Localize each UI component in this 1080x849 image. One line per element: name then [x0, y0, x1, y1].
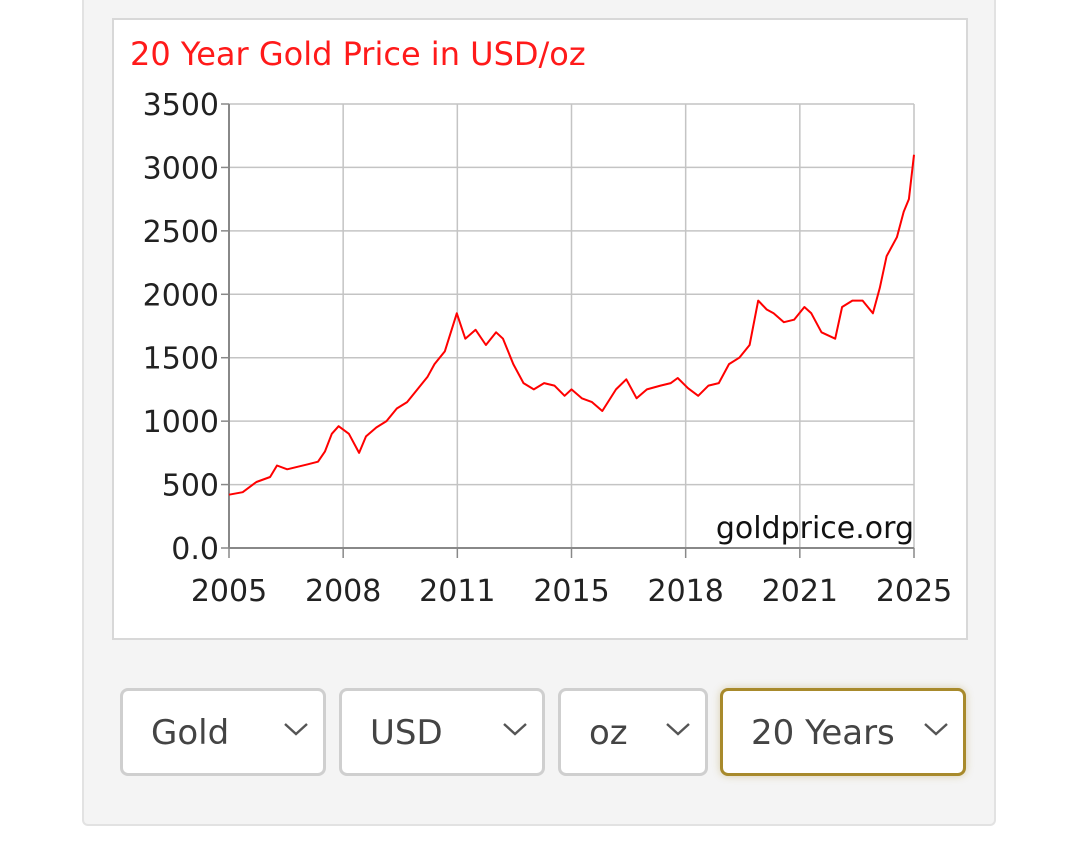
- y-tick-label: 2000: [143, 278, 219, 313]
- currency-select-value: USD: [370, 713, 443, 753]
- x-tick-label: 2025: [876, 574, 952, 609]
- y-tick-label: 3000: [143, 151, 219, 186]
- y-tick-label: 0.0: [171, 532, 219, 567]
- currency-select[interactable]: USD: [339, 688, 545, 776]
- grid: [228, 103, 915, 549]
- chevron-down-icon: [666, 723, 690, 736]
- series-layer: [228, 154, 915, 496]
- x-tick-label: 2015: [533, 574, 609, 609]
- watermark-goldprice: goldprice.org: [716, 511, 914, 546]
- unit-select-value: oz: [589, 713, 628, 753]
- axes: 0.0 500 1000 1500 2000 2500 3000 3500 2005 2008 20…: [143, 88, 953, 609]
- chart-frame: 0.0 500 1000 1500 2000 2500 3000 3500 2005 2008 20…: [112, 18, 968, 640]
- chevron-down-icon: [284, 723, 308, 736]
- period-select-value: 20 Years: [751, 713, 895, 753]
- y-tick-label: 1000: [143, 405, 219, 440]
- metal-select-value: Gold: [151, 713, 230, 753]
- chevron-down-icon: [503, 723, 527, 736]
- x-tick-label: 2008: [305, 574, 381, 609]
- y-tick-label: 1500: [143, 342, 219, 377]
- unit-select[interactable]: oz: [558, 688, 708, 776]
- x-tick-label: 2005: [191, 574, 267, 609]
- metal-select[interactable]: Gold: [120, 688, 326, 776]
- x-tick-label: 2011: [419, 574, 495, 609]
- x-tick-label: 2018: [647, 574, 723, 609]
- chart-title: 20 Year Gold Price in USD/oz: [130, 35, 586, 73]
- chevron-down-icon: [924, 723, 948, 736]
- gold-price-chart: 0.0 500 1000 1500 2000 2500 3000 3500 2005 2008 20…: [130, 35, 953, 609]
- y-tick-label: 3500: [143, 88, 219, 123]
- gold-price-line: [228, 154, 915, 496]
- x-tick-label: 2021: [762, 574, 838, 609]
- y-tick-label: 500: [162, 469, 219, 504]
- y-tick-label: 2500: [143, 215, 219, 250]
- period-select[interactable]: 20 Years: [720, 688, 966, 776]
